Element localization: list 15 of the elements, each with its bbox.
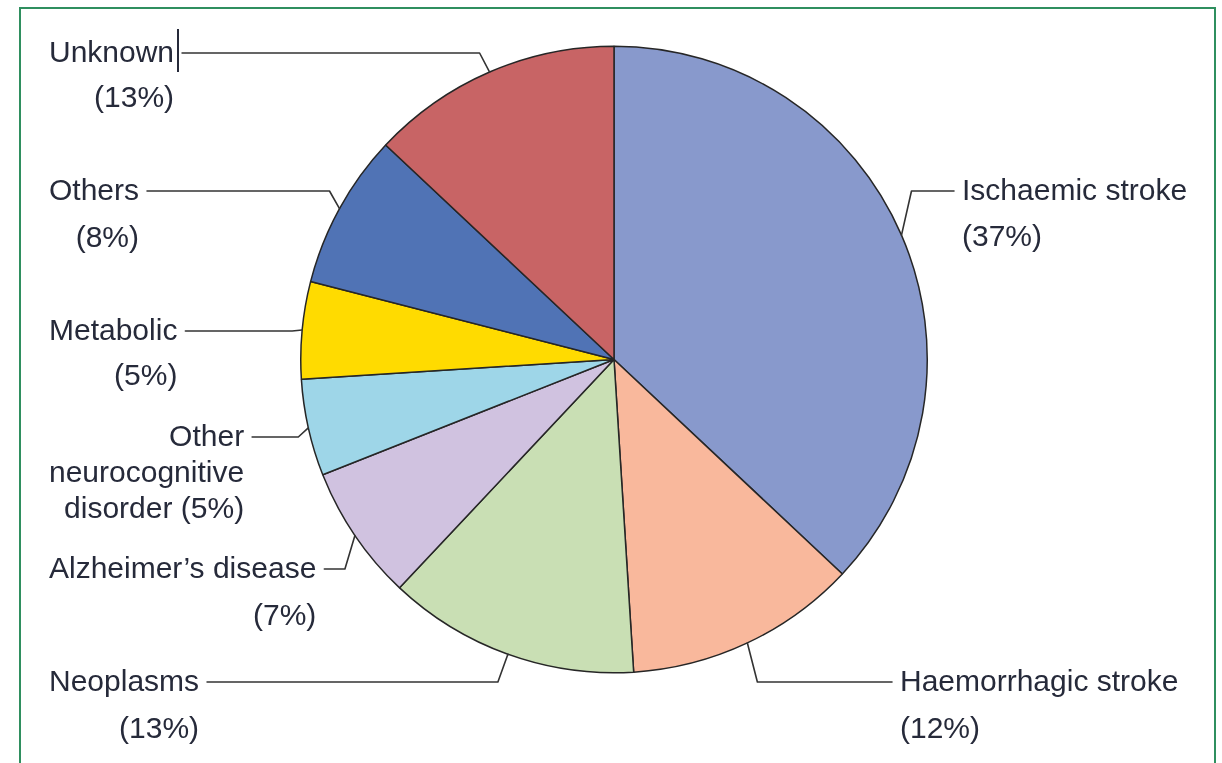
data-label: (12%)	[900, 711, 981, 744]
slice-label: Metabolic	[48, 313, 178, 346]
slice-label: Neoplasms	[49, 664, 200, 697]
data-label: (13%)	[119, 711, 200, 744]
slice-label: Ischaemic stroke	[962, 173, 1188, 206]
slice-label: Haemorrhagic stroke	[900, 664, 1179, 697]
data-label: (5%)	[114, 358, 178, 391]
slice-label: Alzheimer’s disease	[48, 551, 317, 584]
slice-label: Others	[49, 173, 140, 206]
data-label: (37%)	[962, 219, 1043, 252]
data-label: (13%)	[94, 80, 175, 113]
data-label: (7%)	[253, 598, 317, 631]
data-label: (8%)	[75, 220, 140, 253]
slice-label: Other neurocognitive disorder (5%)	[48, 419, 245, 524]
slice-label: Unknown	[48, 35, 175, 68]
